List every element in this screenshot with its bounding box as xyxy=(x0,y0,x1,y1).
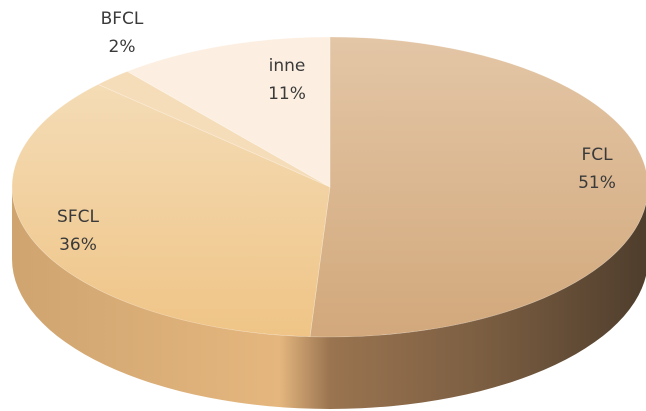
pie-labels: FCL 51% SFCL 36% BFCL 2% inne 11% xyxy=(57,9,616,255)
pie-slices xyxy=(11,36,646,338)
slice-value-inne: 11% xyxy=(268,84,306,104)
pie-side-wall xyxy=(12,187,646,409)
slice-value-fcl: 51% xyxy=(578,173,616,193)
slice-label-fcl: FCL xyxy=(581,145,613,165)
slice-label-inne: inne xyxy=(269,56,306,76)
slice-value-sfcl: 36% xyxy=(59,235,97,255)
slice-label-bfcl: BFCL xyxy=(101,9,144,29)
pie-slice-inne xyxy=(126,36,331,188)
pie-slice-fcl xyxy=(309,36,646,338)
slice-value-bfcl: 2% xyxy=(109,37,136,57)
slice-label-sfcl: SFCL xyxy=(57,207,99,227)
pie-slice-sfcl xyxy=(11,83,331,338)
pie-side-walls xyxy=(12,187,646,409)
pie-slice-bfcl xyxy=(97,71,331,188)
